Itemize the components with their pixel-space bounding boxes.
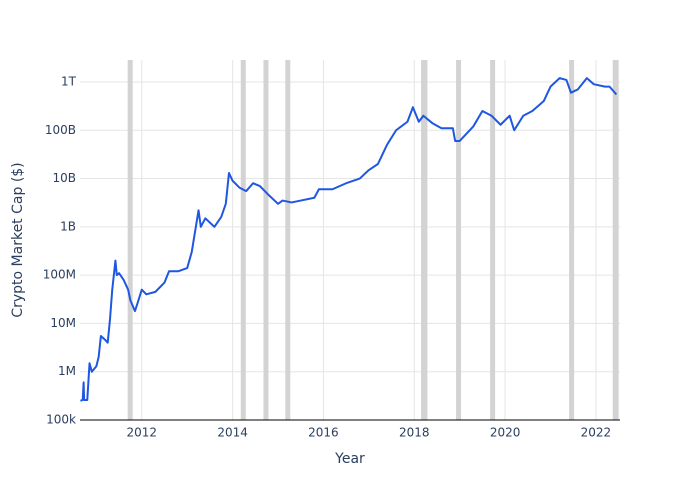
data-line [80, 77, 618, 402]
y-axis-title: Crypto Market Cap ($) [10, 162, 26, 317]
shaded-range [456, 60, 462, 420]
x-tick-label: 2020 [490, 426, 521, 440]
y-tick-label: 1B [60, 219, 76, 233]
shaded-range [240, 60, 246, 420]
shaded-range [285, 60, 291, 420]
y-tick-label: 10M [50, 316, 76, 330]
x-tick-label: 2014 [217, 426, 248, 440]
shaded-range [263, 60, 269, 420]
y-tick-label: 100M [43, 268, 76, 282]
x-tick-label: 2018 [399, 426, 430, 440]
x-tick-label: 2022 [581, 426, 612, 440]
shaded-range [569, 60, 575, 420]
y-tick-label: 100k [46, 413, 76, 427]
y-tick-label: 100B [45, 123, 76, 137]
shaded-range [421, 60, 428, 420]
shaded-range [490, 60, 496, 420]
shaded-range [612, 60, 619, 420]
y-tick-label: 1M [58, 364, 76, 378]
y-tick-label: 1T [61, 74, 77, 88]
x-tick-label: 2016 [308, 426, 339, 440]
x-axis-title: Year [334, 451, 365, 467]
shaded-range [127, 60, 133, 420]
x-tick-label: 2012 [126, 426, 157, 440]
y-tick-label: 10B [52, 171, 76, 185]
